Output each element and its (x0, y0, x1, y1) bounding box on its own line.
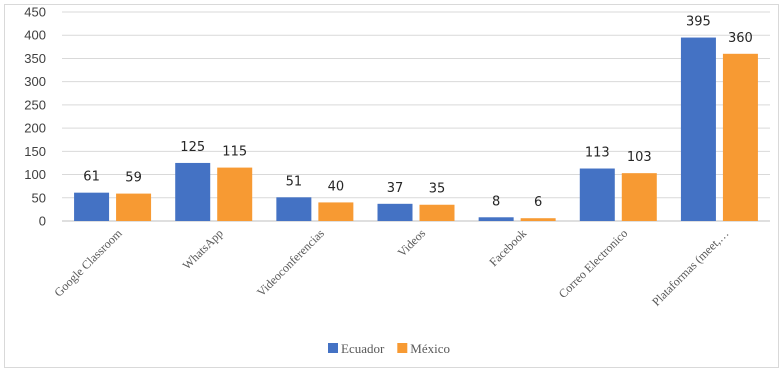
bar (579, 168, 615, 221)
data-label: 125 (180, 140, 205, 155)
data-label: 37 (387, 181, 404, 196)
x-axis-categories: Google Classroom WhatsApp Videoconferencia… (51, 226, 731, 309)
bar (722, 53, 758, 221)
data-label: 40 (328, 179, 345, 194)
y-tick-label: 400 (24, 28, 46, 43)
y-tick-label: 150 (24, 144, 46, 159)
data-label: 113 (585, 146, 610, 161)
data-label: 8 (492, 194, 500, 209)
bar (217, 167, 253, 221)
bar (621, 173, 657, 221)
x-tick-label: WhatsApp (180, 226, 226, 272)
y-tick-label: 450 (24, 5, 46, 20)
bar (478, 217, 514, 221)
legend-label: Ecuador (341, 341, 385, 356)
data-label: 103 (627, 150, 652, 165)
legend-swatch (397, 343, 408, 353)
x-tick-label: Correo Electronico (556, 226, 631, 301)
data-label: 35 (429, 182, 446, 197)
data-label: 6 (534, 195, 542, 210)
gridlines (62, 11, 770, 222)
x-tick-label: Plataformas (meet,… (649, 226, 731, 308)
y-tick-label: 100 (24, 167, 46, 182)
y-tick-label: 200 (24, 121, 46, 136)
bar (680, 37, 716, 221)
bar (74, 192, 110, 221)
y-tick-label: 350 (24, 51, 46, 66)
y-axis-ticks: 0 50 100 150 200 250 300 350 400 450 (24, 5, 46, 229)
legend: Ecuador México (328, 341, 450, 356)
y-tick-label: 250 (24, 97, 46, 112)
data-label: 395 (686, 15, 711, 30)
x-tick-label: Videos (395, 226, 429, 260)
x-tick-label: Facebook (486, 226, 529, 269)
bar (318, 202, 354, 221)
bar (419, 204, 455, 221)
data-labels: 61 59 125 115 51 40 37 35 8 6 113 103 395 360 (83, 15, 753, 211)
data-label: 61 (83, 170, 100, 185)
y-tick-label: 0 (39, 214, 46, 229)
legend-label: México (410, 341, 450, 356)
bar (377, 203, 413, 221)
x-tick-label: Videoconferencias (254, 226, 327, 299)
data-label: 360 (728, 31, 753, 46)
bar (116, 193, 152, 221)
legend-swatch (328, 343, 338, 353)
bar (520, 218, 556, 221)
y-tick-label: 50 (32, 190, 46, 205)
bar (175, 162, 211, 221)
data-label: 51 (286, 174, 303, 189)
y-tick-label: 300 (24, 74, 46, 89)
x-tick-label: Google Classroom (51, 226, 125, 300)
bars (74, 37, 758, 221)
data-label: 59 (125, 171, 142, 186)
data-label: 115 (222, 145, 247, 160)
bar (276, 197, 312, 221)
